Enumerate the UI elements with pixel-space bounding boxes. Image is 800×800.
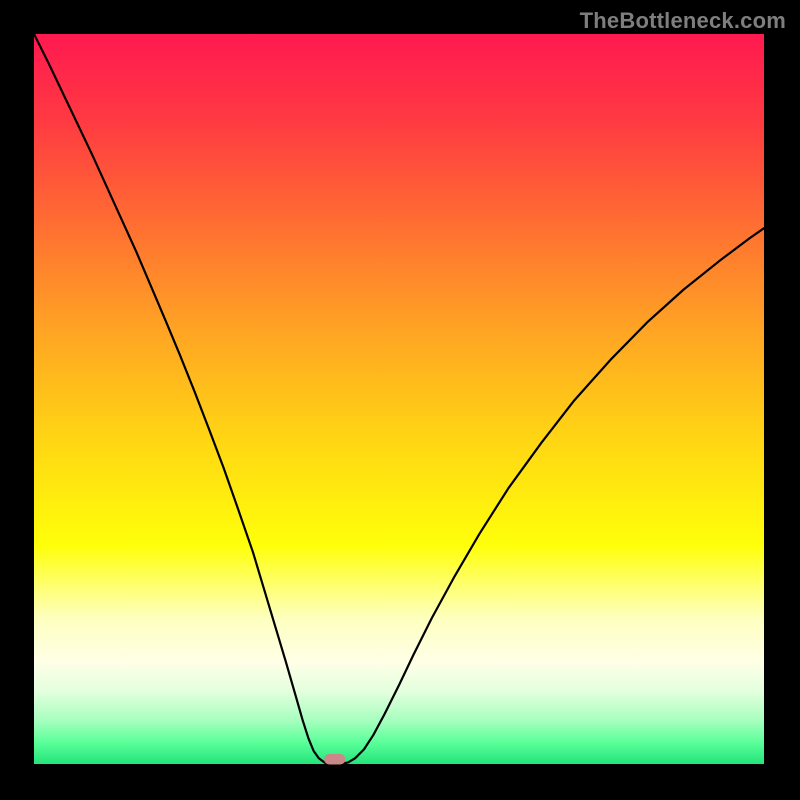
chart-wrapper: TheBottleneck.com xyxy=(0,0,800,800)
watermark-text: TheBottleneck.com xyxy=(580,8,786,34)
bottleneck-chart xyxy=(0,0,800,800)
plot-area xyxy=(34,34,764,764)
minimum-marker xyxy=(325,755,345,764)
